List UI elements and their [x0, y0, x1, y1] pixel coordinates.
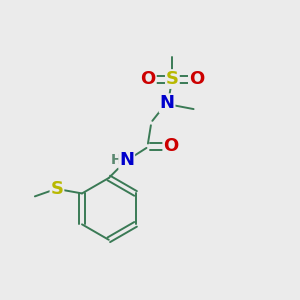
Text: N: N — [119, 151, 134, 169]
Text: O: O — [163, 137, 178, 155]
Text: O: O — [141, 70, 156, 88]
Text: H: H — [111, 153, 122, 167]
Text: N: N — [160, 94, 175, 112]
Text: S: S — [166, 70, 179, 88]
Text: O: O — [189, 70, 204, 88]
Text: S: S — [50, 180, 64, 198]
